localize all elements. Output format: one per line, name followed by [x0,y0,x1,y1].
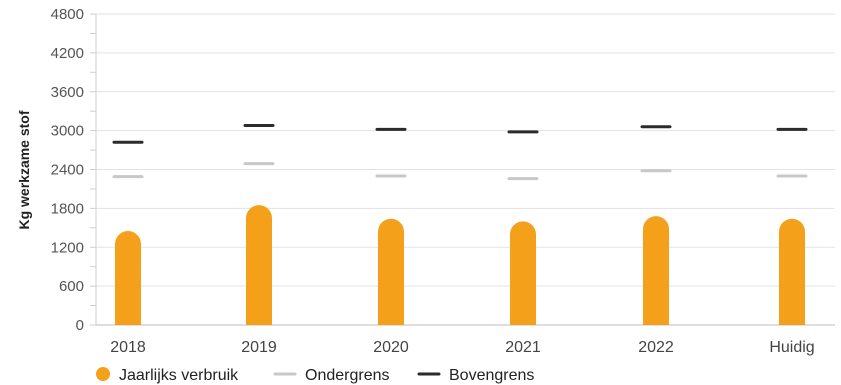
y-tick-label: 1800 [51,200,84,217]
usage-bar [378,218,404,325]
y-tick-label: 2400 [51,162,84,179]
y-axis-title: Kg werkzame stof [16,110,32,229]
y-tick-label: 600 [59,278,84,295]
x-tick-label: 2022 [638,339,674,356]
usage-bar [115,231,141,325]
y-tick-label: 1200 [51,239,84,256]
x-tick-label: 2021 [505,339,541,356]
legend-label: Jaarlijks verbruik [119,367,239,384]
tick-labels: 0 600 1200 1800 2400 3000 3600 4200 4800 2018 2019… [51,6,815,356]
usage-bar [779,218,805,325]
y-tick-label: 0 [76,317,84,334]
y-tick-label: 3600 [51,84,84,101]
x-tick-label: Huidig [769,339,814,356]
limit-markers [112,123,808,181]
legend-label: Ondergrens [305,367,390,384]
grid-lines [96,13,835,287]
x-tick-label: 2019 [241,339,277,356]
y-tick-label: 4200 [51,45,84,62]
y-tick-label: 3000 [51,123,84,140]
legend-swatch-usage [96,367,110,381]
legend: Jaarlijks verbruik Ondergrens Bovengrens [96,367,534,384]
bars [115,205,805,325]
usage-bar [643,216,669,325]
x-tick-label: 2020 [373,339,409,356]
usage-bar [246,205,272,325]
x-tick-label: 2018 [110,339,146,356]
usage-bar [510,221,536,325]
axes [90,13,835,326]
legend-label: Bovengrens [449,367,534,384]
y-tick-label: 4800 [51,6,84,23]
